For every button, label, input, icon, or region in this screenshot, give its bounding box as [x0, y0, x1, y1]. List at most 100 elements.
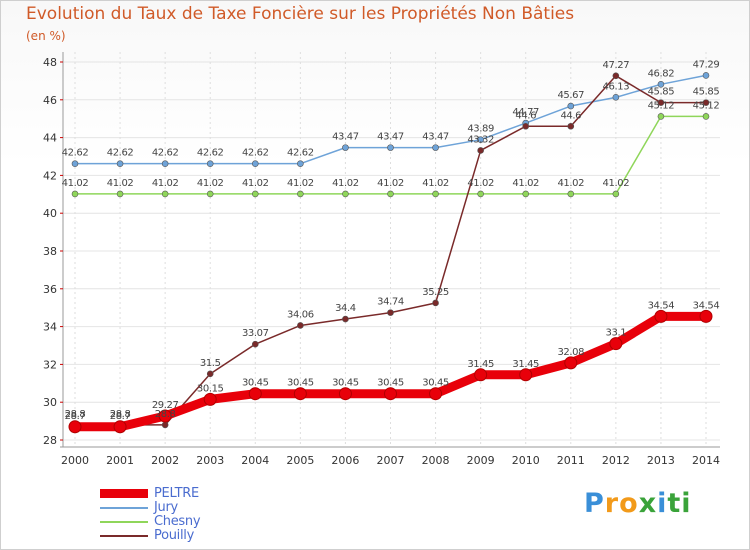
logo-letter: t	[667, 488, 682, 519]
logo-letter: i	[657, 488, 668, 519]
y-tick-label: 42	[43, 169, 57, 182]
data-label-jury: 43.47	[422, 132, 449, 143]
data-point-pouilly	[477, 147, 484, 154]
data-label-chesny: 41.02	[467, 178, 494, 189]
data-point-jury	[702, 72, 710, 79]
y-tick-label: 48	[43, 56, 57, 69]
data-label-jury: 46.13	[603, 81, 630, 92]
data-point-peltre	[113, 420, 127, 434]
legend-swatch-peltre	[100, 489, 148, 498]
data-label-peltre: 29.27	[152, 400, 179, 411]
data-label-peltre: 32.08	[557, 347, 584, 358]
y-tick-label: 34	[43, 321, 57, 334]
data-label-chesny: 41.02	[377, 178, 404, 189]
x-tick-label: 2013	[647, 454, 675, 467]
data-label-peltre: 30.15	[197, 383, 224, 394]
data-label-peltre: 34.54	[648, 300, 675, 311]
data-label-peltre: 30.45	[422, 378, 449, 389]
data-point-pouilly	[702, 99, 710, 106]
data-point-chesny	[251, 190, 259, 198]
x-tick-label: 2009	[467, 454, 495, 467]
data-point-jury	[251, 160, 259, 167]
data-label-chesny: 41.02	[512, 178, 539, 189]
legend-swatch-chesny	[100, 521, 148, 523]
data-point-chesny	[567, 190, 575, 198]
x-tick-label: 2000	[61, 454, 89, 467]
legend-item-peltre: PELTRE	[100, 486, 300, 501]
x-tick-label: 2002	[151, 454, 179, 467]
data-label-pouilly: 47.27	[603, 60, 630, 71]
x-tick-label: 2008	[422, 454, 450, 467]
data-label-chesny: 41.02	[197, 178, 224, 189]
data-point-chesny	[297, 190, 304, 198]
logo-letter: o	[619, 488, 639, 519]
data-point-peltre	[338, 387, 352, 401]
data-label-jury: 42.62	[62, 148, 89, 159]
data-label-jury: 42.62	[152, 148, 179, 159]
data-point-chesny	[387, 190, 394, 198]
data-point-peltre	[519, 368, 533, 382]
data-point-peltre	[248, 387, 262, 401]
data-label-pouilly: 45.85	[693, 87, 720, 98]
legend-swatch-jury	[100, 507, 148, 509]
x-tick-label: 2007	[377, 454, 405, 467]
data-point-jury	[567, 102, 575, 110]
data-label-peltre: 28.7	[65, 411, 86, 422]
data-point-jury	[477, 136, 484, 143]
data-label-jury: 43.89	[467, 124, 494, 135]
data-point-peltre	[158, 409, 172, 423]
data-label-chesny: 41.02	[422, 178, 449, 189]
data-point-pouilly	[612, 72, 620, 80]
proxiti-logo: Proxiti	[584, 488, 692, 519]
data-point-chesny	[342, 190, 349, 198]
x-tick-label: 2005	[286, 454, 314, 467]
data-point-chesny	[657, 113, 665, 120]
x-tick-label: 2011	[557, 454, 585, 467]
data-label-jury: 42.62	[107, 148, 134, 159]
data-point-jury	[432, 144, 439, 151]
x-tick-label: 2001	[106, 454, 134, 467]
logo-letter: r	[604, 488, 620, 519]
legend-swatch-pouilly	[100, 535, 148, 537]
data-label-jury: 44.77	[512, 107, 539, 118]
x-tick-label: 2010	[512, 454, 540, 467]
data-point-peltre	[203, 392, 217, 406]
data-label-pouilly: 28.8	[155, 409, 176, 420]
data-label-jury: 43.47	[377, 132, 404, 143]
y-axis-unit-label: (en %)	[26, 29, 66, 43]
logo-letter: P	[584, 488, 605, 519]
data-point-pouilly	[297, 322, 304, 329]
data-label-jury: 42.62	[197, 148, 224, 159]
data-point-peltre	[429, 387, 443, 401]
y-tick-label: 44	[43, 132, 57, 145]
data-point-peltre	[609, 337, 623, 351]
y-tick-label: 30	[43, 396, 57, 409]
data-label-pouilly: 34.06	[287, 309, 314, 320]
data-point-chesny	[71, 190, 79, 198]
data-label-peltre: 30.45	[377, 378, 404, 389]
data-label-chesny: 41.02	[332, 178, 359, 189]
data-label-peltre: 30.45	[242, 378, 269, 389]
x-tick-label: 2012	[602, 454, 630, 467]
data-point-peltre	[68, 420, 82, 434]
data-point-pouilly	[387, 309, 394, 316]
data-point-peltre	[293, 387, 307, 401]
x-tick-label: 2003	[196, 454, 224, 467]
data-point-chesny	[702, 113, 710, 120]
data-label-chesny: 45.12	[693, 100, 720, 111]
data-label-jury: 45.67	[557, 90, 584, 101]
legend-item-chesny: Chesny	[100, 514, 300, 529]
data-point-pouilly	[161, 421, 169, 429]
data-point-pouilly	[567, 122, 575, 130]
data-label-pouilly: 28.8	[110, 409, 131, 420]
legend-item-pouilly: Pouilly	[100, 528, 300, 543]
data-label-peltre: 30.45	[287, 378, 314, 389]
data-label-peltre: 31.45	[512, 359, 539, 370]
data-label-chesny: 41.02	[242, 178, 269, 189]
data-label-chesny: 41.02	[287, 178, 314, 189]
x-tick-label: 2014	[692, 454, 720, 467]
data-point-pouilly	[206, 370, 214, 378]
data-point-chesny	[477, 190, 484, 198]
y-tick-label: 36	[43, 283, 57, 296]
